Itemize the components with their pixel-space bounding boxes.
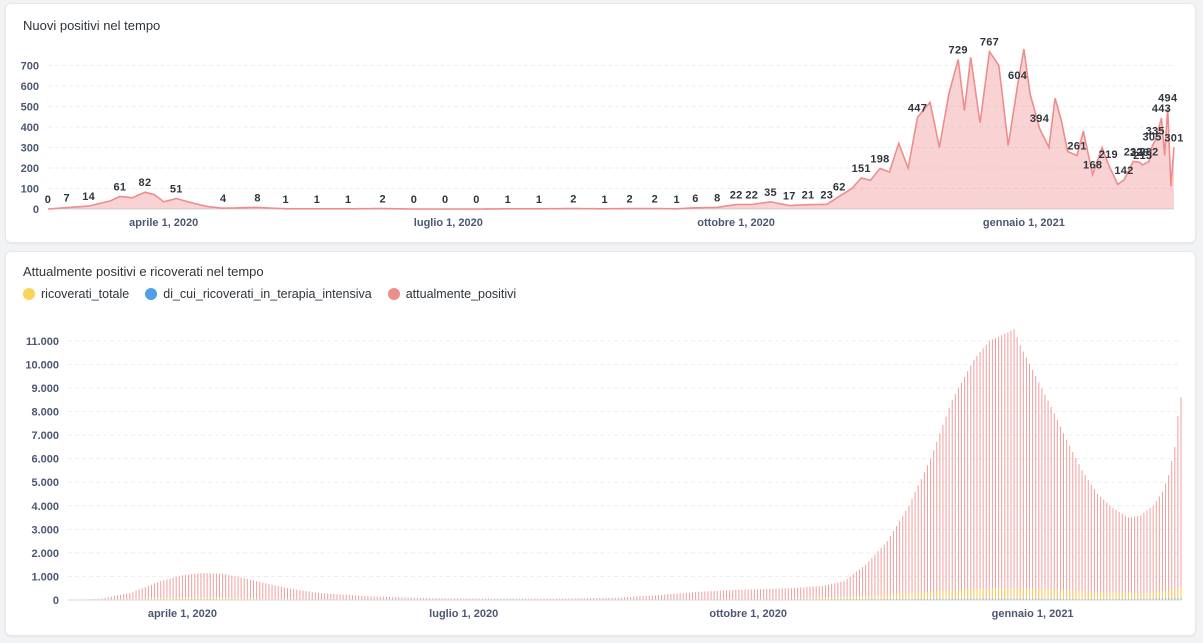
data-label: 394	[1030, 113, 1050, 125]
chart-title[interactable]: Nuovi positivi nel tempo	[23, 18, 161, 33]
y-tick-label: 700	[21, 60, 39, 72]
y-tick-label: 5.000	[31, 477, 59, 489]
legend-item-ricoverati-totale[interactable]: ricoverati_totale	[23, 287, 129, 301]
data-label: 23	[820, 189, 833, 201]
data-label: 21	[802, 190, 815, 202]
legend-dot-icon	[145, 288, 158, 300]
data-label: 767	[980, 37, 999, 49]
data-label: 62	[833, 181, 846, 193]
data-label: 232	[1139, 146, 1158, 158]
x-tick-label: aprile 1, 2020	[148, 608, 217, 620]
data-label: 82	[139, 177, 152, 189]
data-label: 261	[1067, 140, 1086, 152]
data-label: 1	[505, 194, 511, 206]
y-tick-label: 0	[33, 204, 39, 216]
x-tick-label: gennaio 1, 2021	[992, 608, 1074, 620]
x-tick-label: ottobre 1, 2020	[709, 608, 787, 620]
y-tick-label: 4.000	[31, 501, 59, 513]
y-tick-label: 10.000	[25, 359, 59, 371]
y-tick-label: 0	[53, 595, 59, 607]
y-tick-label: 100	[21, 183, 39, 195]
y-tick-label: 7.000	[31, 430, 59, 442]
data-label: 151	[852, 163, 871, 175]
legend-label: di_cui_ricoverati_in_terapia_intensiva	[163, 287, 372, 301]
x-tick-label: luglio 1, 2020	[414, 217, 483, 229]
y-tick-label: 6.000	[31, 454, 59, 466]
data-label: 2	[627, 194, 633, 206]
data-label: 443	[1152, 103, 1171, 115]
data-label: 0	[45, 194, 51, 206]
data-label: 219	[1099, 149, 1118, 161]
data-label: 198	[870, 153, 889, 165]
data-label: 8	[254, 192, 260, 204]
data-label: 0	[473, 194, 479, 206]
y-tick-label: 8.000	[31, 407, 59, 419]
series-line-nuovi-positivi	[47, 48, 1175, 210]
y-tick-label: 400	[21, 122, 39, 134]
data-label: 61	[114, 181, 127, 193]
data-label: 7	[64, 193, 70, 205]
data-label: 1	[283, 194, 289, 206]
data-label: 494	[1158, 93, 1178, 105]
legend-label: ricoverati_totale	[41, 287, 130, 301]
legend-dot-icon	[23, 288, 35, 300]
y-tick-label: 11.000	[26, 336, 59, 348]
data-label: 729	[949, 44, 968, 56]
chart-card-nuovi-positivi: Nuovi positivi nel tempo 0 100 200 300 400 50…	[5, 3, 1196, 243]
data-label: 142	[1114, 165, 1133, 177]
data-label: 168	[1083, 160, 1102, 172]
data-label: 1	[314, 194, 320, 206]
y-tick-label: 1.000	[31, 571, 59, 583]
data-label: 22	[745, 189, 758, 201]
y-tick-label: 3.000	[31, 524, 59, 536]
data-label: 4	[220, 193, 227, 205]
chart-card-attualmente-positivi: Attualmente positivi e ricoverati nel te…	[5, 251, 1196, 636]
y-tick-label: 600	[21, 81, 39, 93]
data-label: 301	[1164, 132, 1183, 144]
y-tick-label: 9.000	[31, 383, 59, 395]
data-label: 1	[536, 194, 542, 206]
y-tick-label: 200	[21, 163, 39, 175]
legend-dot-icon	[387, 288, 400, 300]
x-tick-label: luglio 1, 2020	[429, 608, 498, 620]
data-label: 51	[170, 184, 183, 196]
y-tick-label: 2.000	[31, 548, 59, 560]
data-label: 8	[714, 192, 720, 204]
x-tick-label: aprile 1, 2020	[129, 217, 198, 229]
data-label: 335	[1146, 125, 1165, 137]
series-attualmente-positivi	[70, 329, 1182, 600]
data-label: 228	[1130, 147, 1149, 159]
data-label: 2	[652, 194, 658, 206]
chart-legend: ricoverati_totale di_cui_ricoverati_in_t…	[23, 287, 516, 301]
data-label: 2	[570, 194, 576, 206]
y-tick-label: 300	[21, 142, 39, 154]
legend-item-terapia-intensiva[interactable]: di_cui_ricoverati_in_terapia_intensiva	[145, 287, 372, 301]
data-label: 305	[1142, 131, 1161, 143]
data-label: 447	[908, 102, 927, 114]
data-label: 22	[730, 189, 743, 201]
bar-chart: 0 1.000 2.000 3.000 4.000 5.000 6.000 7.000 8.00…	[25, 329, 1182, 620]
data-label: 604	[1008, 70, 1028, 82]
data-label: 0	[411, 194, 417, 206]
data-label: 232	[1124, 146, 1143, 158]
chart-title[interactable]: Attualmente positivi e ricoverati nel te…	[23, 264, 264, 279]
data-label: 2	[379, 194, 385, 206]
data-label: 215	[1133, 150, 1152, 162]
data-label: 35	[764, 187, 777, 199]
data-label: 0	[442, 194, 448, 206]
data-label: 1	[602, 194, 608, 206]
data-label: 17	[783, 191, 796, 203]
data-label: 6	[692, 193, 698, 205]
data-label: 1	[673, 194, 679, 206]
x-tick-label: ottobre 1, 2020	[697, 217, 775, 229]
data-label: 1	[345, 194, 351, 206]
data-label: 14	[82, 191, 95, 203]
y-tick-label: 500	[21, 101, 39, 113]
legend-label: attualmente_positivi	[405, 287, 517, 301]
legend-item-attualmente-positivi[interactable]: attualmente_positivi	[387, 287, 517, 301]
x-tick-label: gennaio 1, 2021	[983, 217, 1065, 229]
series-area-nuovi-positivi	[48, 49, 1174, 209]
